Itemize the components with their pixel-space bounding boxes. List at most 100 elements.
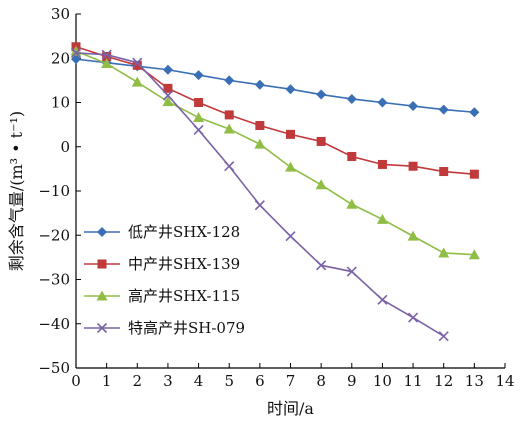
y-axis-title: 剩余含气量/(m³ • t⁻¹): [7, 111, 26, 271]
diamond-marker: [346, 93, 357, 104]
x-marker-stroke: [316, 260, 327, 271]
square-marker: [194, 98, 204, 107]
x-marker-stroke: [96, 322, 108, 334]
y-tick-label: 30: [51, 5, 70, 23]
y-tick-label: −30: [38, 271, 70, 289]
triangle-marker: [315, 179, 327, 190]
square-marker: [132, 60, 142, 70]
x-marker-stroke: [101, 49, 112, 60]
x-tick-label: 7: [286, 372, 296, 390]
x-tick-label: 12: [434, 372, 453, 390]
legend-item: 特高产井SH-079: [84, 319, 245, 337]
series-4: [70, 47, 449, 342]
diamond-marker: [97, 227, 107, 237]
y-tick-label: −10: [38, 182, 70, 200]
x-tick-label: 8: [316, 372, 326, 390]
diamond-marker: [224, 75, 235, 86]
diamond-marker: [254, 79, 265, 90]
triangle-marker: [468, 249, 480, 260]
triangle-marker: [162, 96, 174, 107]
x-marker-stroke: [285, 231, 296, 242]
square-marker: [316, 136, 326, 146]
x-marker-stroke: [438, 331, 449, 342]
diamond-marker: [193, 70, 204, 81]
series-3: [70, 45, 480, 260]
y-tick-label: 10: [51, 94, 70, 112]
legend-item: 中产井SHX-139: [84, 255, 240, 273]
square-marker: [347, 151, 357, 161]
diamond-marker: [408, 101, 419, 112]
series-line: [75, 50, 475, 256]
triangle-marker: [407, 230, 419, 241]
square-marker: [469, 169, 479, 179]
x-tick-label: 9: [347, 372, 357, 390]
x-tick-label: 14: [495, 372, 514, 390]
x-tick-label: 0: [71, 372, 81, 390]
legend-label: 高产井SHX-115: [128, 287, 240, 305]
y-tick-label: 0: [60, 138, 70, 156]
square-marker: [408, 161, 418, 171]
legend-label: 低产井SHX-128: [128, 223, 240, 241]
x-marker-stroke: [70, 47, 82, 59]
y-tick-label: −40: [38, 315, 70, 333]
x-tick-label: 10: [373, 372, 392, 390]
x-tick-label: 4: [194, 372, 204, 390]
x-tick-label: 13: [465, 372, 484, 390]
square-marker: [97, 259, 107, 269]
triangle-marker: [346, 198, 358, 209]
triangle-marker: [254, 138, 266, 149]
x-marker-stroke: [377, 294, 388, 305]
x-tick-label: 6: [255, 372, 265, 390]
triangle-marker: [223, 123, 235, 134]
legend-item: 高产井SHX-115: [84, 287, 240, 305]
diamond-marker: [316, 89, 327, 100]
x-tick-label: 1: [102, 372, 112, 390]
x-axis-title: 时间/a: [267, 399, 314, 418]
triangle-marker: [193, 112, 205, 123]
y-tick-label: −50: [38, 359, 70, 377]
legend: 低产井SHX-128 中产井SHX-139 高产井SHX-115 特高产井SH-079: [84, 223, 245, 337]
x-tick-label: 11: [404, 372, 423, 390]
square-marker: [377, 159, 387, 169]
diamond-marker: [377, 97, 388, 108]
diamond-marker: [469, 107, 480, 118]
square-marker: [255, 121, 265, 131]
x-marker-stroke: [193, 124, 204, 136]
series-layer: [70, 42, 480, 342]
axes-group: 0 1 2 3 4 5 6 7 8 9 10 11 12 13 143020100−10−20−30−40−…: [38, 5, 514, 390]
x-tick-label: 5: [224, 372, 234, 390]
triangle-marker: [101, 58, 113, 69]
x-tick-label: 3: [163, 372, 173, 390]
x-tick-label: 2: [133, 372, 143, 390]
x-marker-stroke: [132, 57, 143, 68]
triangle-marker: [131, 76, 143, 87]
square-marker: [286, 129, 295, 139]
y-tick-label: −20: [38, 226, 70, 244]
x-marker-stroke: [162, 90, 173, 101]
square-marker: [102, 51, 112, 61]
x-marker-stroke: [224, 161, 235, 172]
square-marker: [439, 167, 449, 177]
legend-label: 中产井SHX-139: [128, 255, 240, 273]
x-marker-stroke: [254, 200, 265, 211]
legend-label: 特高产井SH-079: [128, 319, 245, 337]
diamond-marker: [285, 84, 296, 95]
diamond-marker: [438, 104, 449, 115]
square-marker: [224, 110, 234, 120]
triangle-marker: [438, 247, 450, 258]
triangle-marker: [376, 213, 388, 224]
legend-item: 低产井SHX-128: [84, 223, 240, 241]
series-line: [75, 58, 475, 114]
series-1: [71, 54, 480, 118]
x-marker-stroke: [408, 312, 419, 323]
triangle-marker: [285, 161, 296, 172]
x-marker-stroke: [346, 266, 357, 277]
series-2: [71, 42, 479, 179]
square-marker: [163, 83, 173, 93]
triangle-marker: [96, 290, 108, 301]
diamond-marker: [71, 54, 81, 65]
diamond-marker: [162, 64, 173, 75]
y-tick-label: 20: [51, 49, 70, 67]
